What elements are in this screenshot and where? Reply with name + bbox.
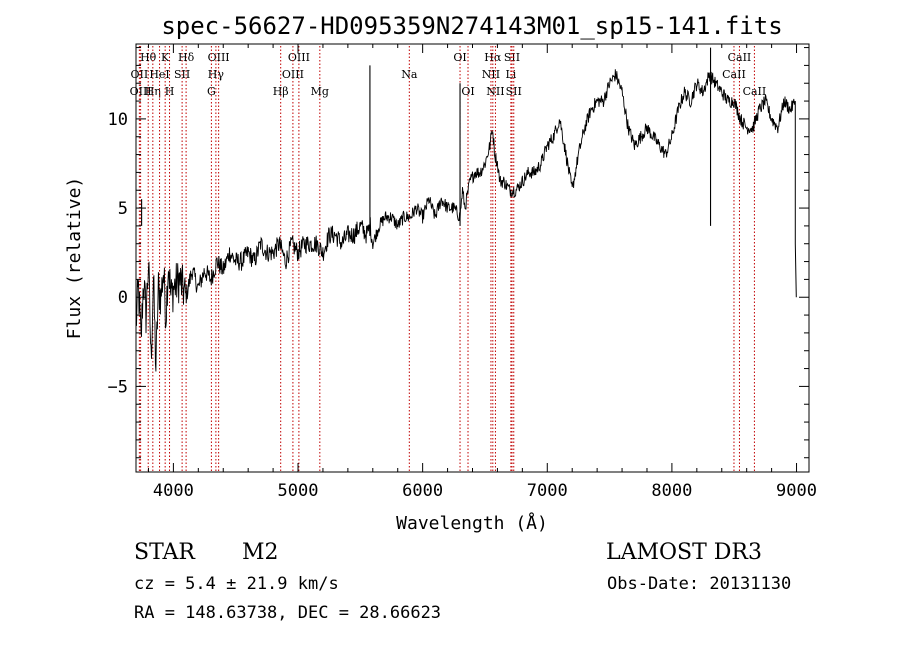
line-marker-label-22: Li xyxy=(505,68,516,81)
line-marker-label-5: HeI xyxy=(149,68,169,81)
axes: 4000 5000 6000 7000 8000 9000 −5 0 5 10 xyxy=(108,44,817,501)
survey-name: LAMOST DR3 xyxy=(606,540,762,565)
x-tick-label-4: 8000 xyxy=(651,481,692,501)
x-axis-label: Wavelength (Å) xyxy=(396,512,548,534)
y-tick-label-3: 10 xyxy=(108,110,128,130)
line-marker-label-2: OIII xyxy=(130,85,152,98)
x-tick-label-0: 4000 xyxy=(153,481,194,501)
line-marker-label-7: H xyxy=(165,85,175,98)
spectrum-series xyxy=(135,47,797,372)
line-marker-label-27: CaII xyxy=(743,85,767,98)
line-marker-label-14: OIII xyxy=(282,68,304,81)
line-marker-label-16: Na xyxy=(401,68,418,81)
x-tick-label-2: 6000 xyxy=(402,481,443,501)
x-tick-label-5: 9000 xyxy=(776,481,817,501)
line-marker-label-6: SII xyxy=(174,68,190,81)
line-marker-label-21: NII xyxy=(482,68,500,81)
line-marker-label-17: OI xyxy=(453,51,466,64)
spectrum-tail xyxy=(794,101,797,298)
y-tick-label-0: −5 xyxy=(108,377,128,397)
observation-date: Obs-Date: 20131130 xyxy=(607,574,792,594)
spectrum-line xyxy=(135,69,796,372)
line-marker-label-9: OIII xyxy=(208,51,230,64)
x-tick-label-1: 5000 xyxy=(278,481,319,501)
y-axis-label: Flux (relative) xyxy=(64,177,85,340)
object-subclass: M2 xyxy=(242,540,279,565)
coordinates: RA = 148.63738, DEC = 28.66623 xyxy=(134,603,442,623)
line-marker-label-15: Mg xyxy=(311,85,329,98)
line-marker-label-25: CaII xyxy=(728,51,752,64)
line-marker-label-12: Hβ xyxy=(273,85,289,98)
x-tick-label-3: 7000 xyxy=(527,481,568,501)
y-tick-label-1: 0 xyxy=(118,288,128,308)
line-marker-label-0: Hθ xyxy=(140,51,157,64)
line-marker-label-23: NII xyxy=(486,85,504,98)
line-marker-label-13: OIII xyxy=(288,51,310,64)
line-marker-label-3: Hη xyxy=(145,85,161,98)
line-marker-label-4: K xyxy=(161,51,170,64)
line-marker-label-24: SII xyxy=(506,85,522,98)
line-marker-label-10: Hγ xyxy=(208,68,225,81)
line-marker-label-1: OII xyxy=(131,68,149,81)
y-tick-label-2: 5 xyxy=(118,199,128,219)
line-marker-label-18: OI xyxy=(461,85,474,98)
line-marker-label-20: SII xyxy=(504,51,520,64)
line-marker-label-26: CaII xyxy=(722,68,746,81)
chart-title: spec-56627-HD095359N274143M01_sp15-141.f… xyxy=(161,12,782,40)
line-marker-label-19: Hα xyxy=(484,51,502,64)
object-class: STAR xyxy=(134,540,195,565)
line-marker-label-11: G xyxy=(207,85,216,98)
line-marker-label-8: Hδ xyxy=(178,51,195,64)
redshift-cz: cz = 5.4 ± 21.9 km/s xyxy=(134,574,339,594)
